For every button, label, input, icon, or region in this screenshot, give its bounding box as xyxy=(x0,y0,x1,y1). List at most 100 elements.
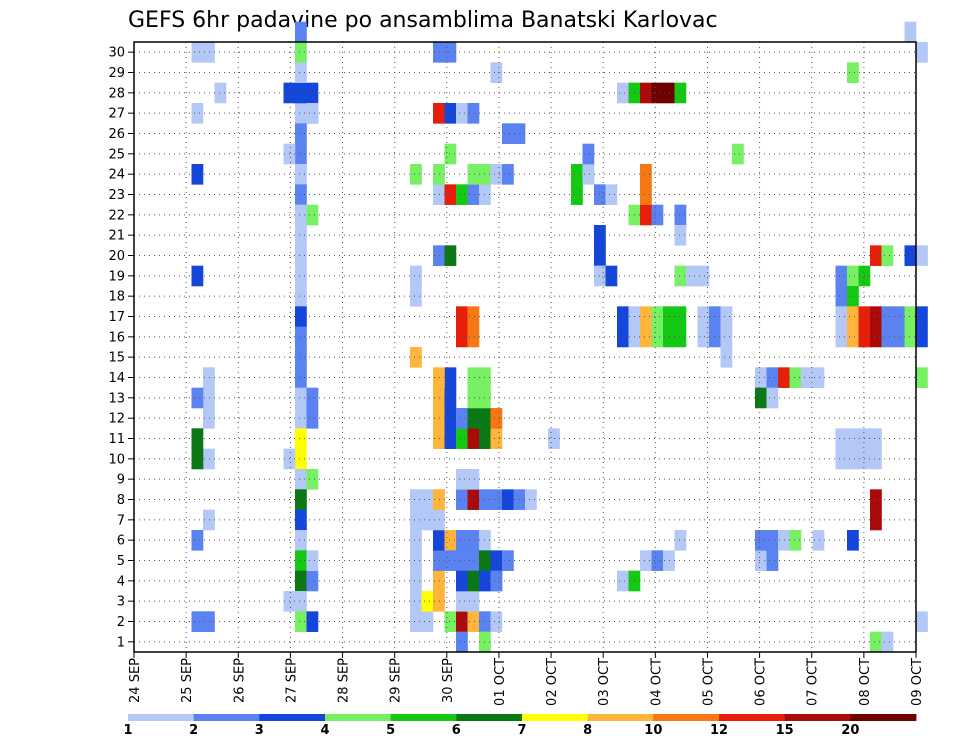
legend-label: 20 xyxy=(841,723,859,738)
precip-cell xyxy=(467,184,480,205)
precip-cell xyxy=(582,143,595,165)
precip-cell xyxy=(640,184,652,205)
precip-cell xyxy=(835,306,848,327)
precip-cell xyxy=(203,509,215,531)
precip-cell xyxy=(456,428,468,449)
precip-cell xyxy=(295,509,307,531)
y-tick-label: 17 xyxy=(108,310,125,325)
y-axis-ticks: 1234567891011121314151617181920212223242… xyxy=(108,46,134,650)
precip-cell xyxy=(306,469,319,490)
precip-cell xyxy=(571,164,583,185)
precip-cell xyxy=(306,204,319,226)
precip-cell xyxy=(870,448,882,470)
precip-cell xyxy=(203,408,215,429)
precip-cell xyxy=(847,448,859,470)
y-tick-label: 29 xyxy=(108,66,125,81)
precip-cell xyxy=(651,306,664,327)
precip-cell xyxy=(686,265,698,287)
precip-cell xyxy=(295,82,307,104)
y-tick-label: 24 xyxy=(108,168,125,183)
chart-title: GEFS 6hr padavine po ansamblima Banatski… xyxy=(128,8,718,33)
precip-cell xyxy=(467,550,480,571)
legend-swatch xyxy=(128,714,195,721)
precip-cell xyxy=(870,245,882,266)
precip-cell xyxy=(295,123,307,144)
precip-cell xyxy=(410,611,422,632)
precip-cell xyxy=(306,611,319,632)
legend-label: 6 xyxy=(452,723,461,738)
precip-cell xyxy=(467,469,480,490)
legend-swatch xyxy=(259,714,326,721)
precip-cell xyxy=(467,306,480,327)
precip-cell xyxy=(191,265,204,287)
plot-frame xyxy=(133,41,917,653)
precip-cell xyxy=(766,367,779,388)
precip-cell xyxy=(433,42,445,63)
precip-cell xyxy=(295,184,307,205)
precip-cell xyxy=(916,245,928,266)
precip-cell xyxy=(421,591,434,612)
precip-cell xyxy=(295,245,307,266)
precip-cell xyxy=(881,245,894,266)
precip-cell xyxy=(433,367,445,388)
x-tick-label: 02 OCT xyxy=(545,658,560,706)
legend-swatch xyxy=(456,714,523,721)
precip-cell xyxy=(651,326,664,348)
precip-cell xyxy=(433,509,445,531)
precip-cell xyxy=(881,326,894,348)
x-tick-label: 29 SEP xyxy=(389,658,404,703)
precip-cell xyxy=(835,265,848,287)
precip-cell xyxy=(548,428,560,449)
x-tick-label: 25 SEP xyxy=(180,658,195,703)
precip-cell xyxy=(456,489,468,510)
precip-cell xyxy=(490,62,503,83)
precip-cell xyxy=(789,367,802,388)
precip-cell xyxy=(433,103,445,124)
color-legend: 1 2 3 4 5 6 7 8 10 12 15 20 xyxy=(123,714,917,738)
precip-cell xyxy=(766,550,779,571)
precip-cell xyxy=(444,550,457,571)
x-tick-label: 03 OCT xyxy=(597,658,612,706)
precip-cell xyxy=(870,428,882,449)
precip-cell xyxy=(467,164,480,185)
precip-cell xyxy=(490,489,503,510)
y-tick-label: 9 xyxy=(117,473,125,488)
precip-cell xyxy=(674,326,687,348)
x-tick-label: 30 SEP xyxy=(441,658,456,703)
precip-cell xyxy=(295,265,307,287)
precip-cell xyxy=(663,326,675,348)
y-tick-label: 20 xyxy=(108,249,125,264)
precip-cell xyxy=(295,143,307,165)
precip-cell xyxy=(191,428,204,449)
precip-cell xyxy=(571,184,583,205)
precip-cell xyxy=(617,326,629,348)
precip-cell xyxy=(916,326,928,348)
precip-cell xyxy=(295,204,307,226)
precip-cell xyxy=(916,611,928,632)
precip-cell xyxy=(433,591,445,612)
y-tick-label: 14 xyxy=(108,371,125,386)
precip-cell xyxy=(306,82,319,104)
precip-cell xyxy=(847,265,859,287)
x-tick-label: 09 OCT xyxy=(910,658,925,706)
precip-cell xyxy=(870,631,882,653)
precip-cell xyxy=(835,428,848,449)
x-tick-label: 05 OCT xyxy=(701,658,716,706)
precip-cell xyxy=(870,306,882,327)
precip-cell xyxy=(904,326,917,348)
precip-cell xyxy=(847,286,859,307)
precip-cell xyxy=(904,245,917,266)
precip-cell xyxy=(582,164,595,185)
precip-cell xyxy=(410,550,422,571)
precip-cell xyxy=(203,448,215,470)
y-tick-label: 10 xyxy=(108,452,125,467)
precip-cell xyxy=(306,387,319,409)
precip-cell xyxy=(191,530,204,551)
precip-cell xyxy=(456,326,468,348)
y-tick-label: 23 xyxy=(108,188,125,203)
precip-cell xyxy=(433,245,445,266)
precip-cell xyxy=(444,42,457,63)
precip-cell xyxy=(490,408,503,429)
precip-cell xyxy=(812,530,825,551)
